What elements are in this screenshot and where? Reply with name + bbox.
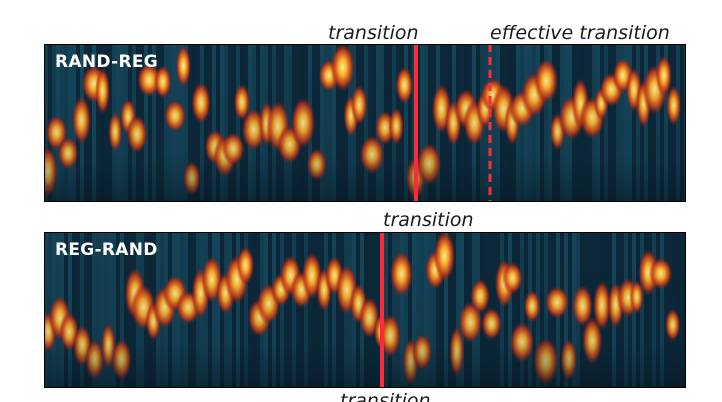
bottom-transition-label: transition <box>383 209 474 231</box>
shade-overlay <box>44 232 686 388</box>
panel-label-reg-rand: REG-RAND <box>55 240 158 260</box>
panel-border <box>44 44 686 202</box>
top-transition-label: transition <box>328 22 419 44</box>
shade-overlay <box>44 44 686 202</box>
panel-label-rand-reg: RAND-REG <box>55 52 158 72</box>
reg-rand-spectrogram: REG-RAND <box>44 232 686 388</box>
rand-reg-spectrogram: RAND-REG <box>44 44 686 202</box>
top-effective-transition-label: effective transition <box>490 22 670 44</box>
panel-border <box>44 232 686 388</box>
cut-off-caption: transition <box>340 392 431 402</box>
